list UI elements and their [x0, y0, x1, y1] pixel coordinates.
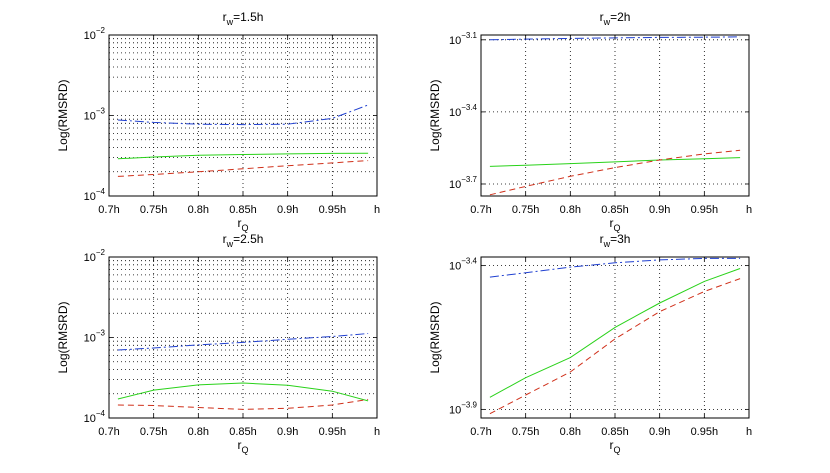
x-tick-label: h	[746, 426, 752, 438]
y-tick-label: 10−2	[84, 26, 106, 42]
series-red-line	[117, 160, 369, 177]
subplot-2: 0.7h 0.75h 0.8h 0.85h 0.9h 0.95h h 10−3.7 10−3.4…	[428, 10, 752, 233]
x-tick-label: 0.7h	[470, 204, 491, 216]
y-axis-label: Log(RMSRD)	[56, 301, 70, 373]
series-green-line	[117, 382, 369, 402]
x-tick-label: 0.7h	[98, 426, 119, 438]
y-axis-label: Log(RMSRD)	[428, 79, 442, 151]
subplot-1: 0.7h 0.75h 0.8h 0.85h 0.9h 0.95h h 10−4 10−3 10−2…	[56, 10, 380, 233]
y-tick-label: 10−4	[84, 187, 106, 203]
x-tick-label: 0.95h	[691, 426, 719, 438]
x-tick-label: 0.85h	[601, 426, 629, 438]
x-axis-label: rQ	[237, 216, 248, 233]
subplot-title: rw=3h	[600, 232, 631, 249]
series-red-line	[489, 149, 741, 196]
series-red-line	[117, 398, 369, 410]
series-blue-line	[117, 104, 369, 126]
subplot-4: 0.7h 0.75h 0.8h 0.85h 0.9h 0.95h h 10−3.9 10−3.4…	[428, 232, 752, 455]
x-tick-label: 0.75h	[512, 204, 540, 216]
y-tick-label: 10−2	[84, 248, 106, 264]
x-tick-label: 0.8h	[560, 204, 581, 216]
series-green-line	[117, 152, 369, 160]
x-tick-label: 0.85h	[601, 204, 629, 216]
y-tick-label: 10−4	[84, 409, 106, 425]
x-tick-label: 0.9h	[649, 426, 670, 438]
series-blue-line	[489, 257, 741, 278]
x-tick-label: 0.95h	[319, 426, 347, 438]
series-red-line	[489, 278, 741, 415]
y-axis-label: Log(RMSRD)	[428, 301, 442, 373]
subplot-title: rw=2h	[600, 10, 631, 27]
x-tick-label: h	[746, 204, 752, 216]
y-tick-label: 10−3.9	[449, 400, 478, 416]
x-tick-label: 0.8h	[188, 426, 209, 438]
subplot-3: 0.7h 0.75h 0.8h 0.85h 0.9h 0.95h h 10−4 10−3 10−2…	[56, 232, 380, 455]
x-tick-label: h	[374, 204, 380, 216]
x-tick-label: 0.9h	[649, 204, 670, 216]
x-tick-label: h	[374, 426, 380, 438]
x-tick-label: 0.7h	[98, 204, 119, 216]
x-tick-label: 0.75h	[140, 204, 168, 216]
y-tick-label: 10−3	[84, 329, 106, 345]
x-tick-label: 0.95h	[691, 204, 719, 216]
x-tick-label: 0.85h	[229, 426, 257, 438]
x-tick-label: 0.8h	[560, 426, 581, 438]
x-axis-label: rQ	[237, 438, 248, 455]
x-axis-label: rQ	[609, 438, 620, 455]
y-tick-label: 10−3.4	[449, 257, 478, 273]
x-tick-label: 0.75h	[140, 426, 168, 438]
x-tick-label: 0.9h	[277, 204, 298, 216]
y-tick-label: 10−3.4	[449, 103, 478, 119]
x-axis-label: rQ	[609, 216, 620, 233]
x-tick-label: 0.9h	[277, 426, 298, 438]
series-green-line	[489, 157, 741, 167]
subplot-title: rw=2.5h	[223, 232, 264, 249]
x-tick-label: 0.85h	[229, 204, 257, 216]
x-tick-label: 0.95h	[319, 204, 347, 216]
subplot-title: rw=1.5h	[223, 10, 264, 27]
series-green-line	[489, 268, 741, 398]
y-tick-label: 10−3.7	[449, 175, 478, 191]
x-tick-label: 0.75h	[512, 426, 540, 438]
y-axis-label: Log(RMSRD)	[56, 79, 70, 151]
x-tick-label: 0.8h	[188, 204, 209, 216]
x-tick-label: 0.7h	[470, 426, 491, 438]
series-blue-line	[117, 333, 369, 351]
y-tick-label: 10−3.1	[449, 31, 478, 47]
y-tick-label: 10−3	[84, 107, 106, 123]
